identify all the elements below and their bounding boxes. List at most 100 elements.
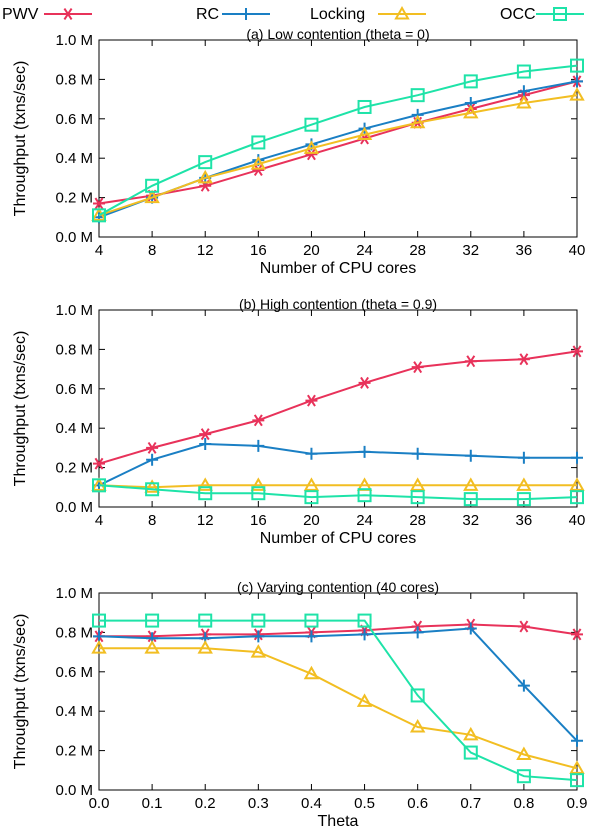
legend: PWV RC Locking OCC [2,5,584,23]
data-point [569,760,585,774]
series-line [99,623,578,638]
chart-title: (a) Low contention (theta = 0) [246,26,429,42]
y-tick-label: 0.2 M [55,743,93,760]
data-point [571,451,583,464]
data-point [409,114,426,129]
data-point [409,718,426,733]
data-point [145,613,160,628]
data-point [303,140,320,154]
y-tick-label: 1.0 M [55,32,93,49]
x-tick-label: 0.4 [301,795,322,812]
data-point [198,486,213,501]
data-point [305,148,318,161]
data-point [356,126,373,141]
data-point [409,477,426,491]
data-point [517,620,530,633]
data-point [464,449,477,462]
data-point [464,355,477,368]
data-point [570,58,584,73]
x-tick-label: 0.9 [567,795,588,812]
data-point [251,486,266,501]
data-point [569,87,585,101]
y-tick-label: 0.8 M [55,341,93,358]
series-line [98,80,578,219]
data-point [252,439,265,452]
data-point [569,477,585,491]
y-tick-label: 0.8 M [55,71,93,88]
data-point [516,64,531,79]
x-tick-label: 0.5 [354,795,375,812]
x-tick-label: 0.7 [460,795,481,812]
x-tick-label: 24 [356,512,373,529]
x-tick-label: 16 [250,512,267,529]
data-point [145,178,160,193]
y-tick-label: 0.0 M [55,499,93,516]
data-point [516,492,531,507]
data-point [410,88,425,103]
data-point [516,769,531,784]
data-point [304,490,319,505]
data-point [198,155,213,170]
data-point [463,74,478,89]
x-axis-title: Number of CPU cores [260,260,417,277]
data-point [198,613,213,628]
data-point [571,345,583,358]
data-point [144,640,160,654]
data-point [199,428,212,441]
data-point [516,95,532,109]
legend-marker [240,8,252,20]
legend-label: PWV [2,6,39,23]
y-tick-label: 1.0 M [55,585,93,602]
data-point [410,490,425,505]
data-point [570,490,584,505]
data-point [250,644,267,658]
x-tick-label: 0.0 [89,795,110,812]
data-point [305,630,318,643]
x-tick-label: 0.2 [195,795,216,812]
plot-frame [98,39,578,238]
data-point [357,488,372,503]
data-point [303,665,320,680]
x-tick-label: 36 [516,242,533,259]
y-tick-label: 0.2 M [55,460,93,477]
data-point [92,613,106,628]
series-line [99,619,578,782]
data-point [358,628,371,641]
data-point [358,445,371,458]
data-point [463,477,479,491]
chart-panel-1: (a) Low contention (theta = 0) 0.0 M 0.2 M… [12,26,585,277]
data-point [357,613,372,628]
data-point [304,613,319,628]
data-point [571,734,583,747]
legend-item-occ: OCC [500,6,584,23]
data-point [252,630,265,643]
chart-title: (c) Varying contention (40 cores) [237,579,439,595]
series-occ [92,613,584,788]
data-point [92,208,106,223]
x-tick-label: 20 [303,512,320,529]
series-occ [92,478,584,507]
legend-label: RC [196,6,219,23]
y-tick-label: 0.4 M [55,150,93,167]
data-point [250,477,267,491]
data-point [252,164,265,176]
x-axis-title: Number of CPU cores [260,530,417,547]
data-point [517,451,530,464]
data-point [144,189,160,204]
series-line [98,80,578,205]
series-line [98,627,578,742]
x-tick-label: 8 [148,512,156,529]
y-tick-label: 0.6 M [55,381,93,398]
chart-panels: (a) Low contention (theta = 0) 0.0 M 0.2 M… [12,26,587,830]
data-point [463,492,478,507]
x-tick-label: 8 [148,242,156,259]
legend-marker [62,8,74,20]
x-tick-label: 40 [569,512,586,529]
data-point [303,477,320,491]
legend-item-rc: RC [196,6,270,23]
data-point [571,628,583,641]
legend-label: Locking [310,6,365,23]
x-tick-label: 4 [95,242,103,259]
data-point [197,640,213,654]
data-point [305,447,318,460]
